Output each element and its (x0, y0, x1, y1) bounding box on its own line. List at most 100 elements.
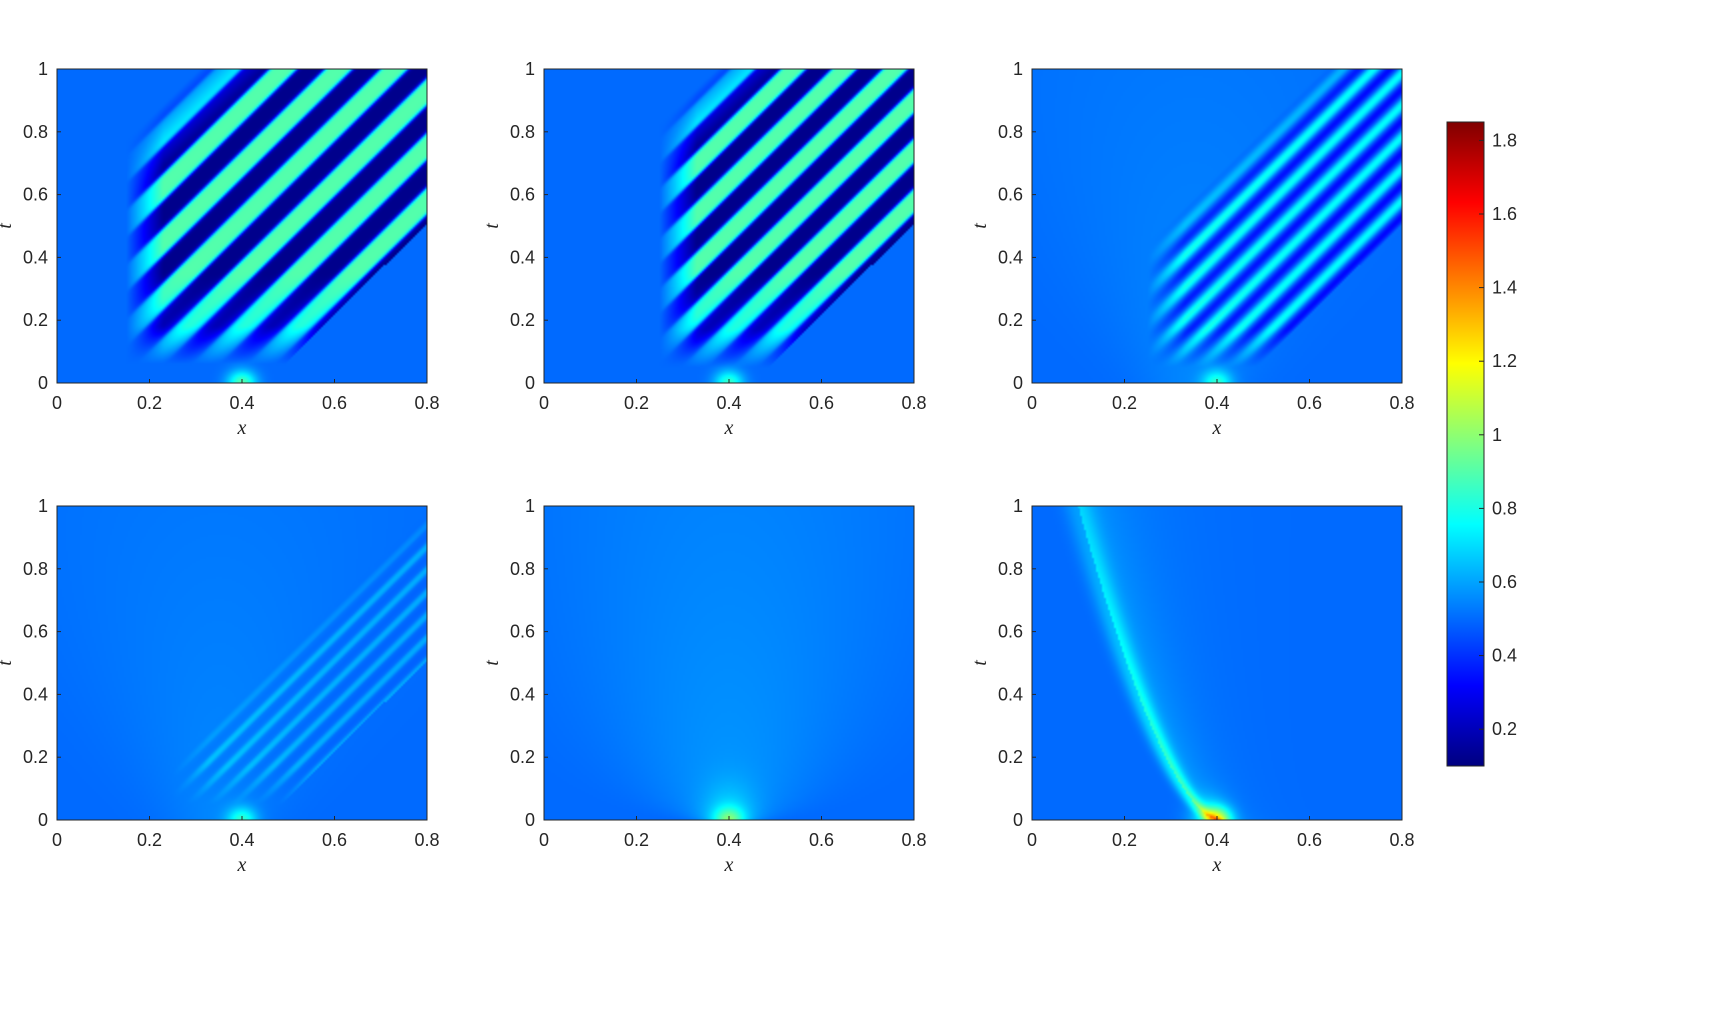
y-tick-label: 1 (525, 59, 535, 79)
colorbar-tick-label: 1 (1492, 425, 1502, 445)
y-tick-label: 0.6 (510, 185, 535, 205)
x-tick-label: 0 (539, 830, 549, 850)
x-tick-label: 0.4 (229, 393, 254, 413)
y-axis-label: t (0, 223, 16, 229)
x-tick-label: 0.6 (1297, 830, 1322, 850)
x-axis-label: x (1212, 854, 1222, 876)
y-tick-label: 1 (525, 496, 535, 516)
y-tick-label: 1 (38, 496, 48, 516)
y-tick-label: 0.6 (510, 622, 535, 642)
colorbar-tick-label: 0.4 (1492, 646, 1517, 666)
y-tick-label: 0 (525, 810, 535, 830)
y-tick-label: 0.8 (23, 122, 48, 142)
x-axis-label: x (237, 854, 247, 876)
x-tick-label: 0.6 (1297, 393, 1322, 413)
y-axis-label: t (969, 660, 991, 666)
y-tick-label: 0 (525, 373, 535, 393)
y-tick-label: 0.4 (23, 684, 48, 704)
x-tick-label: 0 (539, 393, 549, 413)
colorbar-tick-label: 0.6 (1492, 572, 1517, 592)
x-tick-label: 0.8 (414, 393, 439, 413)
y-tick-label: 0.8 (23, 559, 48, 579)
y-axis-label: t (481, 223, 503, 229)
y-tick-label: 1 (1013, 496, 1023, 516)
y-tick-label: 1 (1013, 59, 1023, 79)
panel-4: 0 0.2 0.4 0.6 0.8 0 0.2 0.4 0.6 0.8 1 x t (0, 496, 440, 876)
y-axis-label: t (481, 660, 503, 666)
y-tick-label: 0.2 (23, 310, 48, 330)
y-tick-label: 0 (1013, 373, 1023, 393)
panel-1: 0 0.2 0.4 0.6 0.8 0 0.2 0.4 0.6 0.8 1 x t (0, 59, 440, 439)
x-tick-label: 0.8 (901, 830, 926, 850)
x-tick-label: 0.2 (137, 393, 162, 413)
colorbar-gradient (1446, 121, 1485, 767)
colorbar-tick-label: 1.8 (1492, 130, 1517, 150)
x-tick-label: 0.4 (1204, 393, 1229, 413)
x-tick-label: 0.2 (1112, 830, 1137, 850)
x-axis-label: x (724, 417, 734, 439)
y-tick-label: 0.4 (998, 684, 1023, 704)
x-axis-label: x (724, 854, 734, 876)
x-tick-label: 0.4 (1204, 830, 1229, 850)
panel-2: 0 0.2 0.4 0.6 0.8 0 0.2 0.4 0.6 0.8 1 x t (481, 59, 927, 439)
x-tick-label: 0.8 (414, 830, 439, 850)
x-tick-label: 0 (1027, 830, 1037, 850)
x-tick-label: 0.6 (809, 830, 834, 850)
x-axis-label: x (237, 417, 247, 439)
colorbar-tick-label: 0.8 (1492, 498, 1517, 518)
heatmap-image (544, 69, 914, 383)
y-tick-label: 0.4 (510, 247, 535, 267)
x-tick-label: 0.4 (716, 830, 741, 850)
heatmap-image (544, 506, 914, 820)
x-tick-label: 0 (1027, 393, 1037, 413)
x-tick-label: 0.2 (624, 830, 649, 850)
heatmap-image (57, 69, 427, 383)
y-tick-label: 0.6 (23, 185, 48, 205)
x-tick-label: 0.8 (901, 393, 926, 413)
x-tick-label: 0.6 (322, 830, 347, 850)
x-tick-label: 0.2 (137, 830, 162, 850)
heatmap-image (57, 506, 427, 820)
x-tick-label: 0 (52, 393, 62, 413)
y-tick-label: 0 (38, 373, 48, 393)
y-tick-label: 0.2 (510, 310, 535, 330)
x-tick-label: 0.4 (716, 393, 741, 413)
colorbar-tick-label: 1.6 (1492, 204, 1517, 224)
x-tick-label: 0.2 (1112, 393, 1137, 413)
y-tick-label: 0 (38, 810, 48, 830)
y-tick-label: 0.4 (510, 684, 535, 704)
x-tick-label: 0.6 (322, 393, 347, 413)
y-tick-label: 0.4 (23, 247, 48, 267)
y-tick-label: 0.4 (998, 247, 1023, 267)
y-tick-label: 0.8 (510, 559, 535, 579)
y-axis-label: t (0, 660, 16, 666)
panel-3: 0 0.2 0.4 0.6 0.8 0 0.2 0.4 0.6 0.8 1 x t (969, 59, 1415, 439)
y-tick-label: 0.6 (23, 622, 48, 642)
y-tick-label: 0.8 (510, 122, 535, 142)
y-tick-label: 0.2 (998, 747, 1023, 767)
heatmap-image (1032, 69, 1402, 383)
x-tick-label: 0.8 (1389, 393, 1414, 413)
y-tick-label: 0.2 (998, 310, 1023, 330)
panel-6: 0 0.2 0.4 0.6 0.8 0 0.2 0.4 0.6 0.8 1 x t (969, 496, 1415, 876)
x-tick-label: 0 (52, 830, 62, 850)
x-tick-label: 0.4 (229, 830, 254, 850)
y-tick-label: 0.8 (998, 559, 1023, 579)
y-axis-label: t (969, 223, 991, 229)
heatmap-image (1032, 506, 1402, 820)
colorbar-tick-label: 1.2 (1492, 351, 1517, 371)
y-tick-label: 0.2 (510, 747, 535, 767)
y-tick-label: 0.8 (998, 122, 1023, 142)
y-tick-label: 0.2 (23, 747, 48, 767)
x-tick-label: 0.8 (1389, 830, 1414, 850)
y-tick-label: 0 (1013, 810, 1023, 830)
colorbar-tick-label: 0.2 (1492, 719, 1517, 739)
x-tick-label: 0.6 (809, 393, 834, 413)
x-tick-label: 0.2 (624, 393, 649, 413)
x-axis-label: x (1212, 417, 1222, 439)
colorbar-tick-label: 1.4 (1492, 278, 1517, 298)
y-tick-label: 0.6 (998, 622, 1023, 642)
y-tick-label: 0.6 (998, 185, 1023, 205)
y-tick-label: 1 (38, 59, 48, 79)
panel-5: 0 0.2 0.4 0.6 0.8 0 0.2 0.4 0.6 0.8 1 x t (481, 496, 927, 876)
